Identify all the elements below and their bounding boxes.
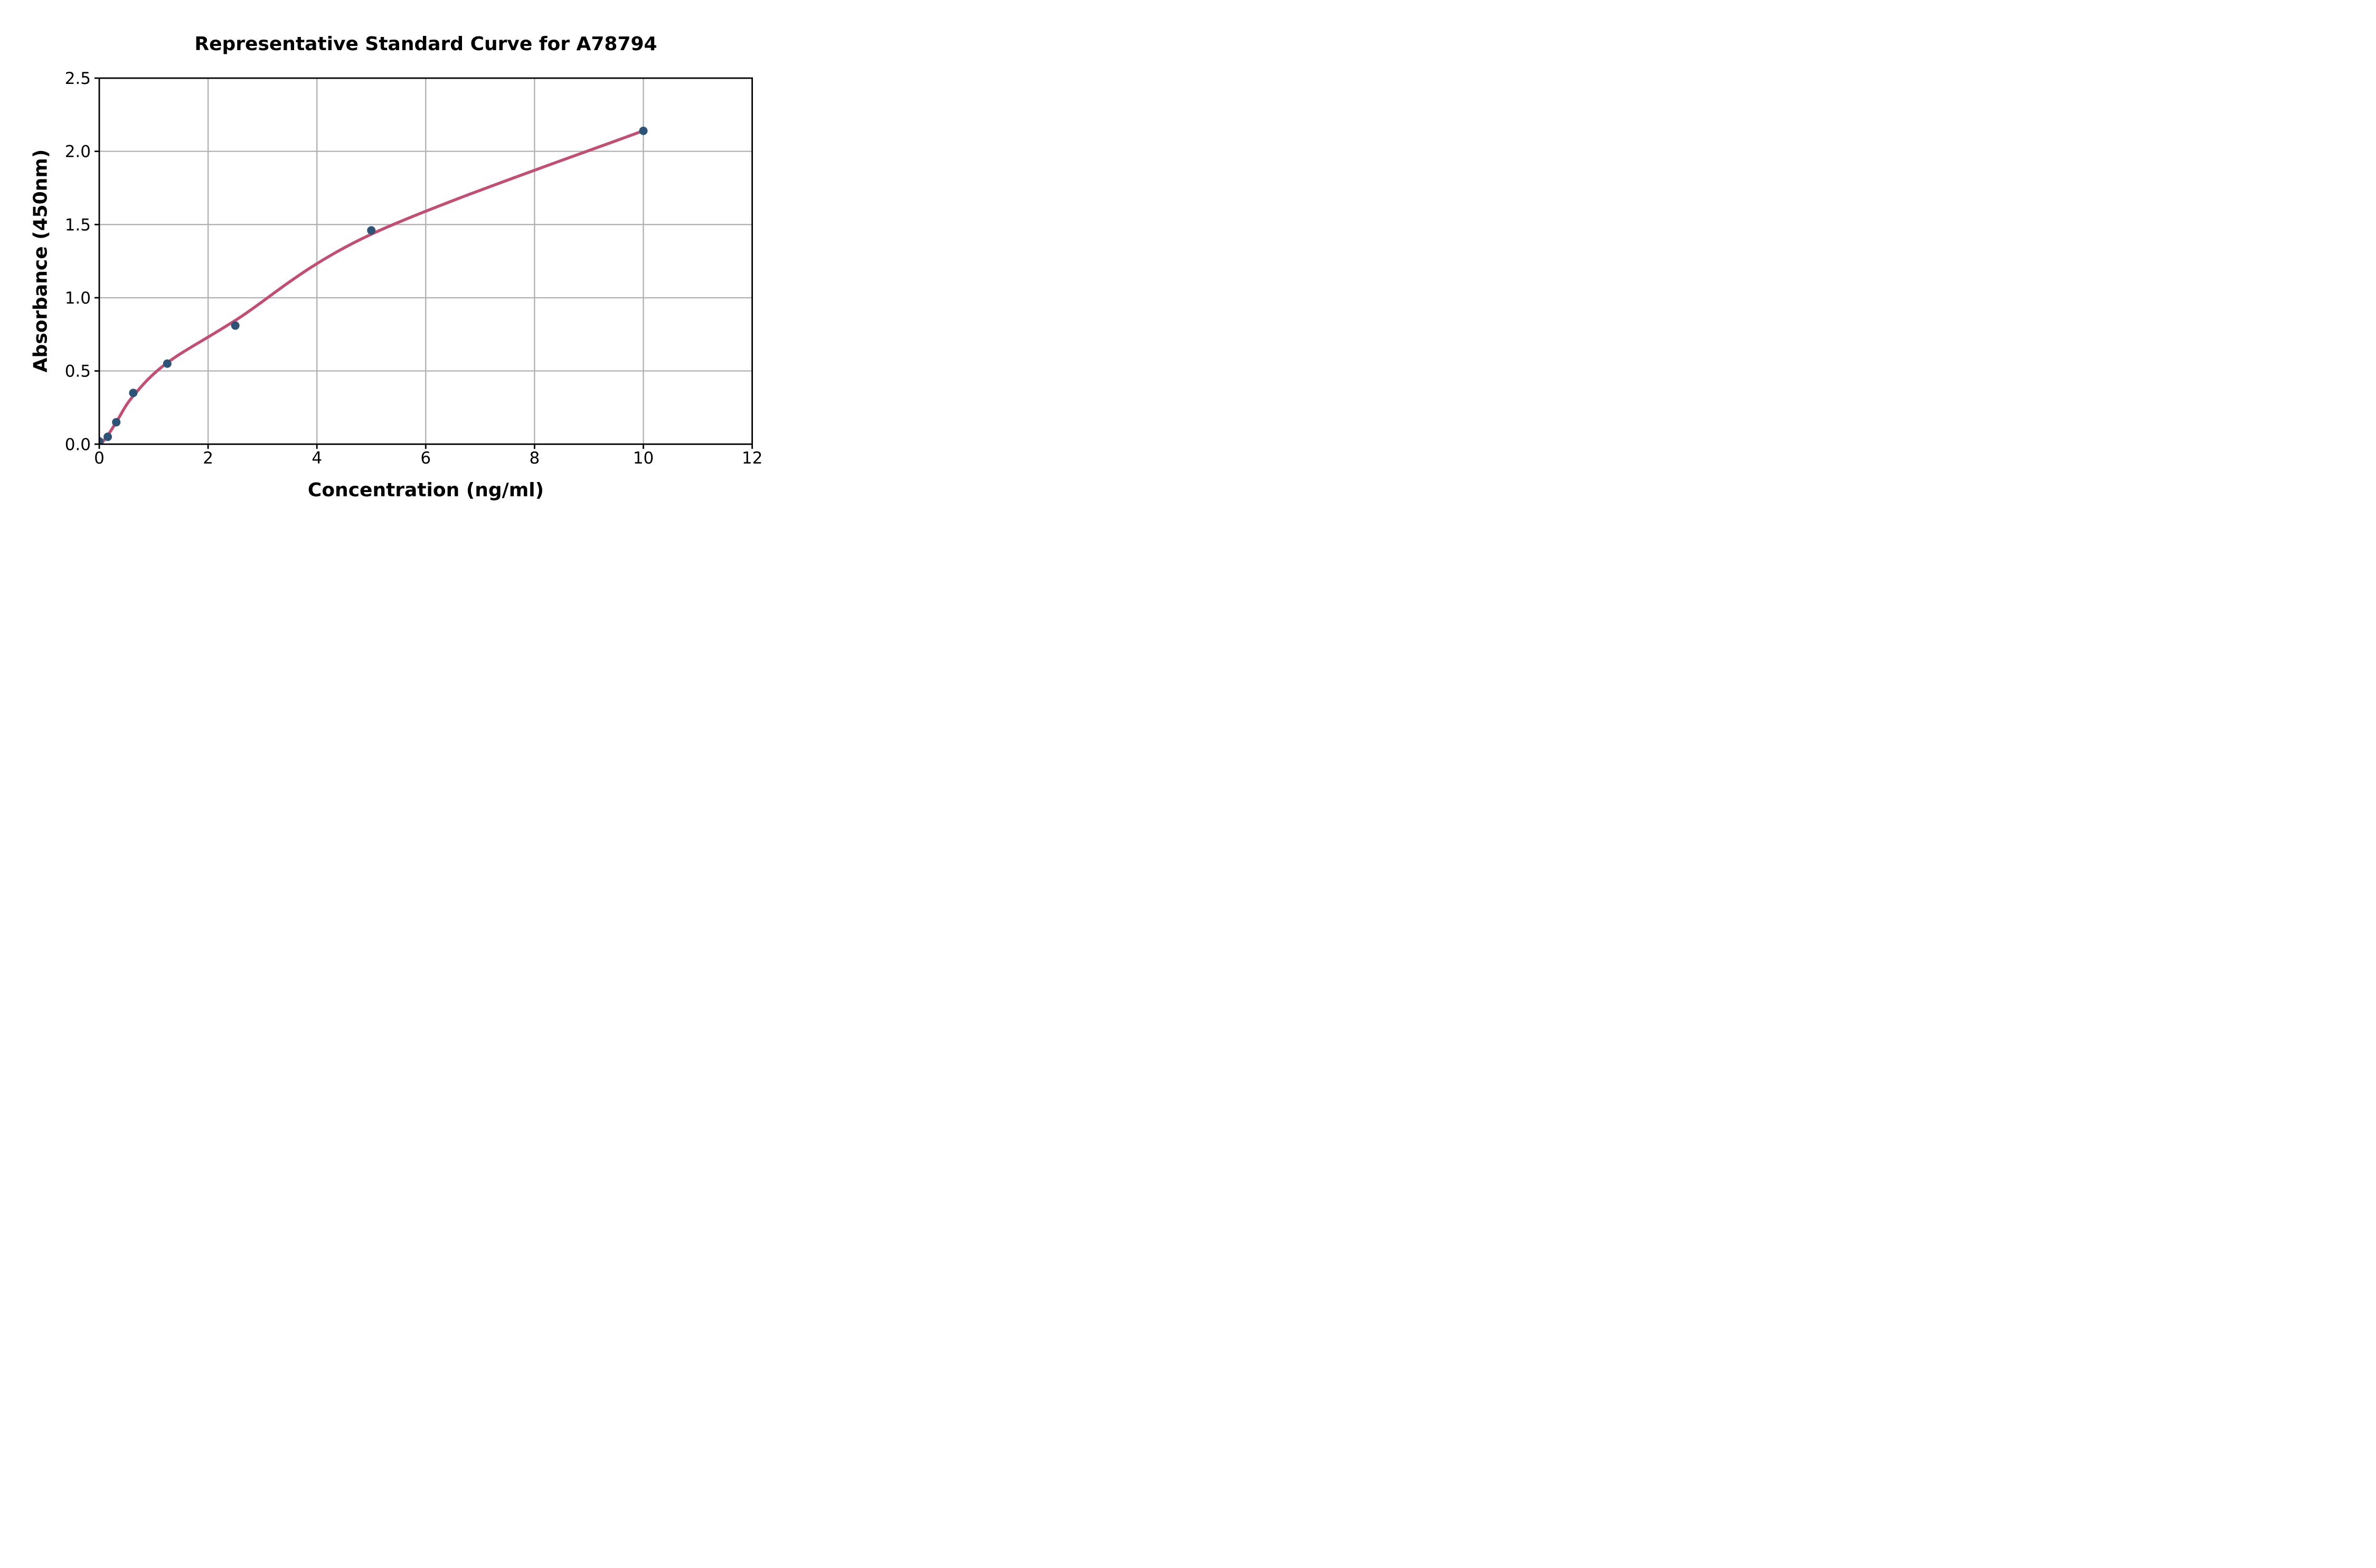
x-tick-label: 8 — [530, 449, 540, 468]
x-tick-label: 4 — [312, 449, 322, 468]
standard-curve-figure: Representative Standard Curve for A78794… — [0, 0, 792, 523]
data-point — [129, 389, 138, 398]
data-point — [639, 126, 648, 135]
data-point — [103, 432, 112, 441]
data-point — [112, 418, 121, 427]
data-point — [367, 226, 376, 235]
x-axis-label: Concentration (ng/ml) — [307, 479, 544, 501]
fit-curve — [100, 129, 645, 445]
data-points — [99, 126, 648, 445]
x-tick-label: 10 — [633, 449, 654, 468]
x-tick-label: 12 — [742, 449, 762, 468]
y-tick-label: 1.5 — [65, 215, 91, 234]
y-axis-label-text: Absorbance (450nm) — [30, 149, 52, 373]
data-point — [231, 321, 240, 330]
y-tick-label: 2.0 — [65, 143, 91, 162]
plot-border — [98, 77, 753, 445]
x-tick-label: 2 — [203, 449, 213, 468]
chart-title: Representative Standard Curve for A78794 — [194, 33, 657, 55]
y-tick-label: 1.0 — [65, 289, 91, 308]
y-tick-label: 2.5 — [65, 69, 91, 88]
y-tick-label: 0.0 — [65, 435, 91, 454]
data-point — [163, 359, 172, 368]
plot-svg: 0 2 4 6 8 10 12 0.0 0.5 1.0 1.5 2.0 2.5 — [65, 69, 763, 468]
data-point — [99, 437, 103, 445]
x-tick-label: 0 — [94, 449, 105, 468]
y-tick-label: 0.5 — [65, 362, 91, 381]
x-tick-label: 6 — [420, 449, 431, 468]
